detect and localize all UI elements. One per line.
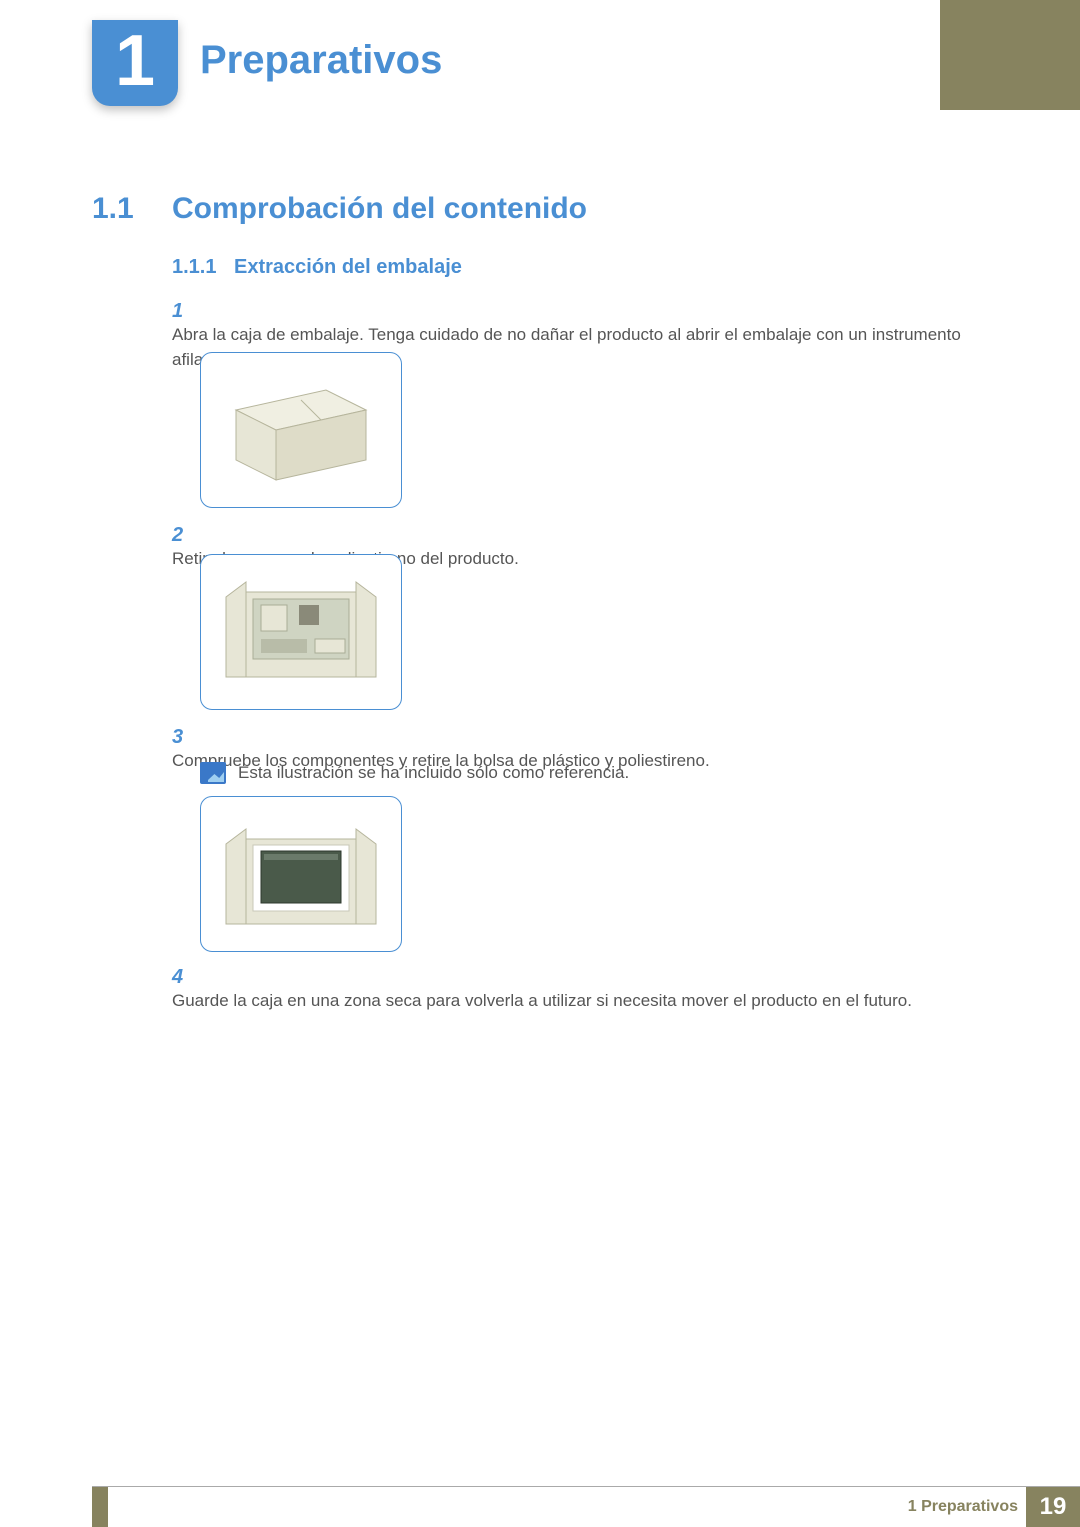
section-title: Comprobación del contenido (172, 192, 587, 226)
subsection-title: Extracción del embalaje (234, 256, 462, 279)
note-icon (200, 762, 226, 784)
figure-closed-box (200, 352, 402, 508)
chapter-number-badge: 1 (92, 20, 178, 106)
note-text: Esta ilustración se ha incluido sólo com… (238, 763, 629, 783)
monitor-box-icon (211, 809, 391, 939)
note-row: Esta ilustración se ha incluido sólo com… (200, 762, 988, 784)
box-icon (216, 370, 386, 490)
footer-bar: 1 Preparativos 19 (92, 1487, 1080, 1527)
footer-accent-block (92, 1487, 108, 1527)
header-accent-band (940, 0, 1080, 110)
section-number: 1.1 (92, 192, 134, 226)
step-number: 2 (172, 524, 196, 547)
subsection-number: 1.1.1 (172, 256, 216, 279)
step-row: 4 Guarde la caja en una zona seca para v… (172, 966, 988, 1014)
figure-open-box-foam (200, 554, 402, 710)
step-number: 4 (172, 966, 196, 989)
footer-breadcrumb: 1 Preparativos (908, 1487, 1018, 1527)
foam-box-icon (211, 567, 391, 697)
step-number: 3 (172, 726, 196, 749)
footer-page-number: 19 (1026, 1487, 1080, 1527)
step-text: Guarde la caja en una zona seca para vol… (172, 989, 962, 1014)
step-number: 1 (172, 300, 196, 323)
figure-open-box-monitor (200, 796, 402, 952)
chapter-title: Preparativos (200, 38, 442, 83)
